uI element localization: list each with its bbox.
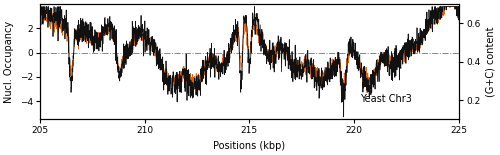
X-axis label: Positions (kbp): Positions (kbp): [214, 141, 286, 151]
Text: Yeast Chr3: Yeast Chr3: [360, 94, 412, 104]
Y-axis label: (G+C) content: (G+C) content: [486, 27, 496, 97]
Y-axis label: Nucl. Occupancy: Nucl. Occupancy: [4, 21, 14, 103]
